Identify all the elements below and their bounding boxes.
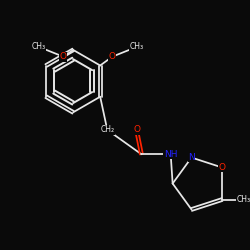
Text: O: O: [218, 163, 226, 172]
Text: CH₃: CH₃: [130, 42, 143, 51]
Text: O: O: [60, 52, 67, 61]
Text: NH: NH: [164, 150, 177, 159]
Text: CH₃: CH₃: [32, 42, 46, 51]
Text: CH₂: CH₂: [100, 126, 114, 134]
Text: O: O: [133, 126, 140, 134]
Text: N: N: [188, 153, 195, 162]
Text: CH₃: CH₃: [236, 195, 250, 204]
Text: O: O: [109, 52, 116, 61]
